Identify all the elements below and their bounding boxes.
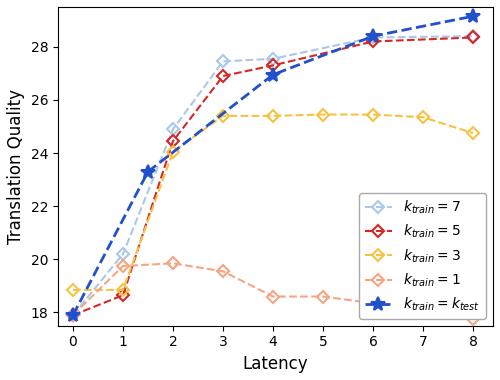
$k_{train} = 7$	[270, 57, 276, 61]
$k_{train} = 3$	[120, 288, 126, 292]
X-axis label: Latency: Latency	[242, 355, 308, 373]
$k_{train} = 5$	[120, 293, 126, 298]
$k_{train} = 1$	[370, 301, 376, 306]
$k_{train} = k_{test}$	[70, 313, 76, 317]
Line: $k_{train} = 3$: $k_{train} = 3$	[69, 110, 477, 294]
Legend: $k_{train} = 7$, $k_{train} = 5$, $k_{train} = 3$, $k_{train} = 1$, $k_{train} =: $k_{train} = 7$, $k_{train} = 5$, $k_{tr…	[359, 193, 486, 319]
$k_{train} = 7$	[470, 34, 476, 38]
$k_{train} = 5$	[370, 39, 376, 44]
$k_{train} = 3$	[320, 112, 326, 117]
$k_{train} = 5$	[220, 74, 226, 78]
Line: $k_{train} = 1$: $k_{train} = 1$	[69, 259, 477, 323]
Y-axis label: Translation Quality: Translation Quality	[7, 89, 25, 244]
$k_{train} = 7$	[170, 127, 176, 131]
Line: $k_{train} = 5$: $k_{train} = 5$	[69, 33, 477, 319]
$k_{train} = 3$	[170, 149, 176, 154]
$k_{train} = 3$	[270, 114, 276, 118]
$k_{train} = 7$	[70, 313, 76, 317]
$k_{train} = k_{test}$	[270, 73, 276, 77]
$k_{train} = 7$	[120, 252, 126, 257]
$k_{train} = 1$	[270, 294, 276, 299]
$k_{train} = 1$	[420, 307, 426, 312]
$k_{train} = 1$	[70, 313, 76, 317]
$k_{train} = k_{test}$	[470, 14, 476, 19]
$k_{train} = 3$	[470, 131, 476, 135]
$k_{train} = 5$	[270, 63, 276, 68]
Line: $k_{train} = k_{test}$: $k_{train} = k_{test}$	[66, 9, 480, 322]
Line: $k_{train} = 7$: $k_{train} = 7$	[69, 32, 477, 319]
$k_{train} = 1$	[320, 294, 326, 299]
$k_{train} = 5$	[470, 35, 476, 40]
$k_{train} = 3$	[420, 115, 426, 119]
$k_{train} = 1$	[220, 269, 226, 274]
$k_{train} = 3$	[370, 112, 376, 117]
$k_{train} = 5$	[70, 313, 76, 317]
$k_{train} = 3$	[220, 114, 226, 118]
$k_{train} = 7$	[370, 35, 376, 40]
$k_{train} = 3$	[70, 288, 76, 292]
$k_{train} = 1$	[470, 317, 476, 321]
$k_{train} = 1$	[120, 264, 126, 268]
$k_{train} = 1$	[170, 261, 176, 266]
$k_{train} = k_{test}$	[370, 34, 376, 38]
$k_{train} = 5$	[170, 139, 176, 143]
$k_{train} = k_{test}$	[145, 169, 151, 174]
$k_{train} = 7$	[220, 59, 226, 64]
